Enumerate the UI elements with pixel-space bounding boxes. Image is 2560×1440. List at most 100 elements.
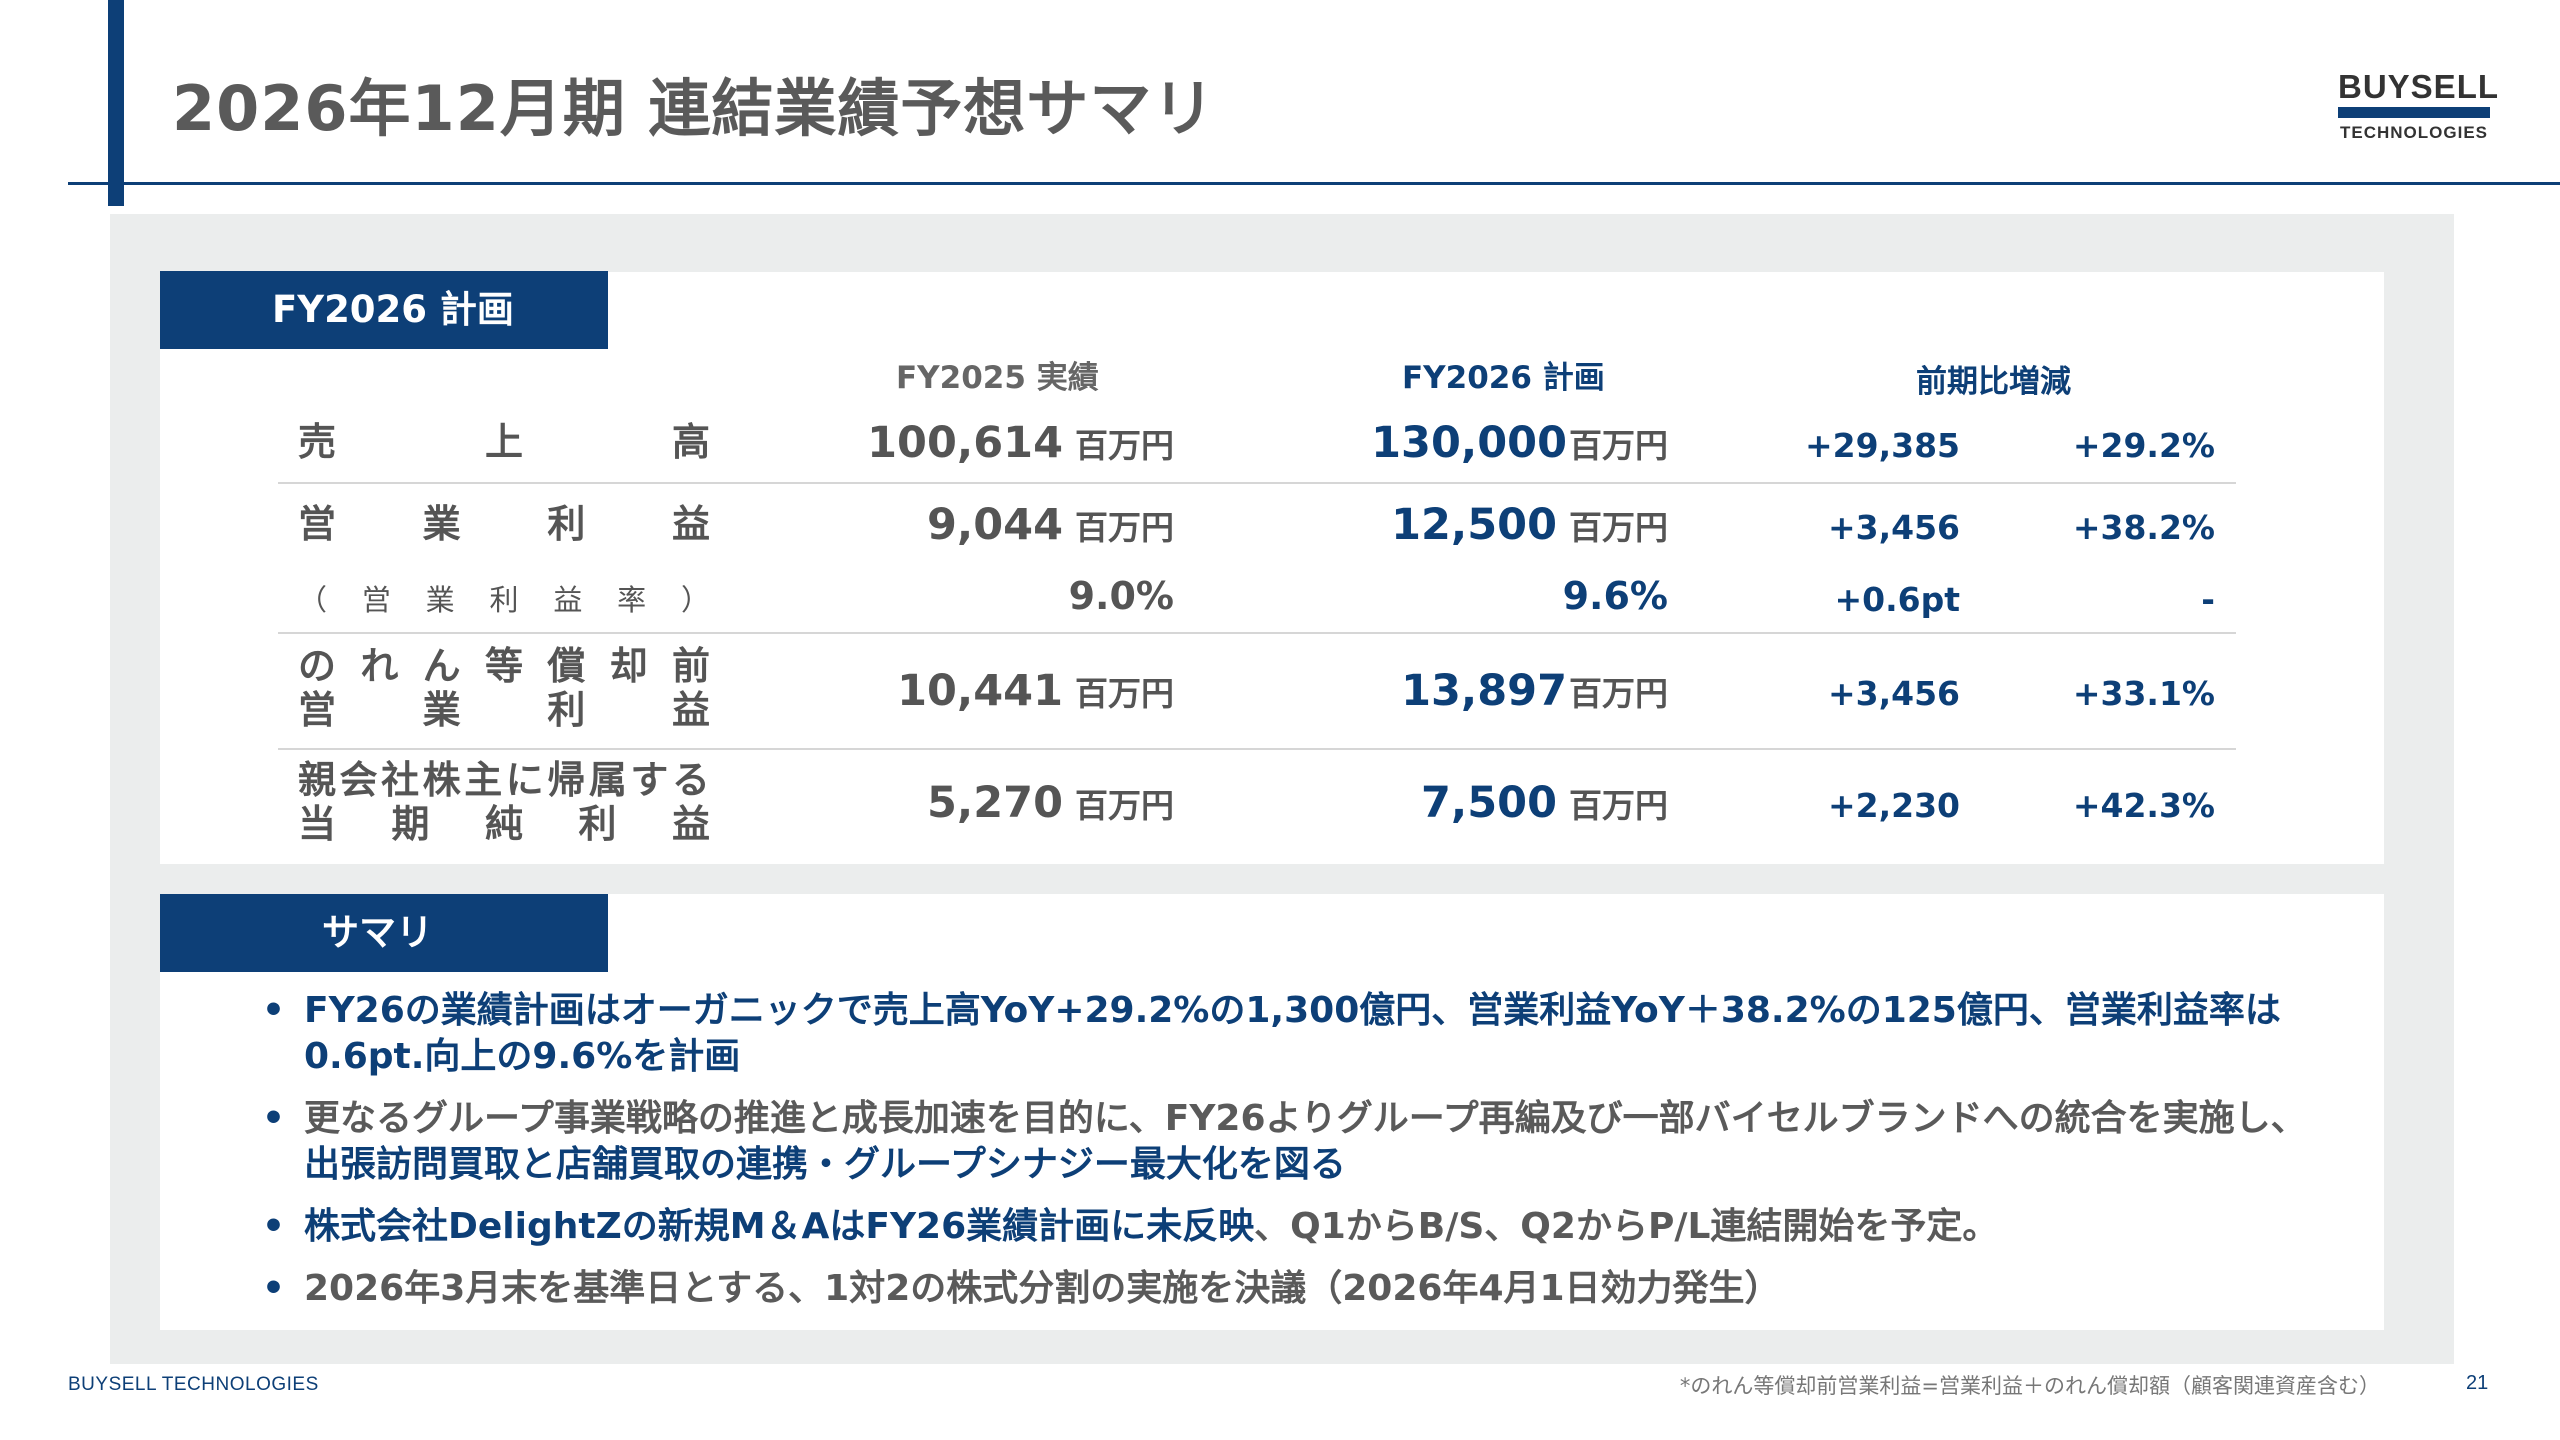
label-char: 益: [671, 688, 710, 732]
logo-text-bottom: TECHNOLOGIES: [2339, 123, 2488, 142]
logo-bar: [2338, 107, 2490, 118]
summary-bullet: • 更なるグループ事業戦略の推進と成長加速を目的に、FY26よりグループ再編及び一…: [262, 1096, 2322, 1188]
header-divider: [68, 182, 2560, 185]
summary-bullet: • 株式会社DelightZの新規M＆AはFY26業績計画に未反映、Q1からB/S…: [262, 1204, 2322, 1250]
page-number: 21: [2466, 1372, 2489, 1394]
label-line: 親会社株主に帰属する: [298, 758, 710, 802]
unit: 百万円: [1075, 426, 1174, 465]
value: 13,897: [1401, 666, 1567, 716]
label-char: 営: [361, 583, 391, 617]
label-char: 主: [464, 758, 503, 802]
label-char: る: [671, 758, 710, 802]
label-char: 利: [547, 502, 586, 546]
footer-company: BUYSELL TECHNOLOGIES: [68, 1374, 319, 1395]
unit: 百万円: [1569, 786, 1668, 825]
row-divider: [278, 632, 2236, 634]
unit: 百万円: [1569, 674, 1668, 713]
row-divider: [278, 748, 2236, 750]
sales-fy2025: 100,614 百万円: [867, 418, 1174, 468]
title-accent-bar: [108, 0, 124, 206]
net-income-fy2025: 5,270 百万円: [927, 778, 1174, 828]
summary-section-tab: サマリ: [160, 894, 608, 972]
page-title: 2026年12月期 連結業績予想サマリ: [172, 72, 1216, 145]
label-char: 益: [671, 502, 710, 546]
bullet-text-segment: 出張訪問買取と店舗買取の連携・グループシナジー最大化を図る: [304, 1144, 1346, 1185]
plan-section-tab: FY2026 計画: [160, 271, 608, 349]
pre-amortization-profit-fy2025: 10,441 百万円: [897, 666, 1174, 716]
value: 10,441: [897, 666, 1063, 716]
label-char: 会: [339, 758, 378, 802]
row-label-sales: 売上高: [298, 420, 710, 464]
label-char: 期: [391, 802, 430, 846]
column-header-change: 前期比増減: [1916, 364, 2071, 400]
bullet-text-segment: FY26の業績計画はオーガニックで売上高YoY+29.2%の1,300億円、営業…: [304, 990, 2281, 1077]
value: 7,500: [1420, 778, 1557, 828]
value: 9,044: [926, 500, 1063, 550]
label-char: 益: [671, 802, 710, 846]
label-char: 等: [484, 644, 523, 688]
bullet-dot: •: [262, 1206, 286, 1247]
label-char: す: [630, 758, 669, 802]
label-char: 償: [547, 644, 586, 688]
label-char: 営: [298, 688, 337, 732]
operating-margin-rate: -: [2201, 580, 2215, 619]
label-char: 属: [588, 758, 627, 802]
column-header-fy2026: FY2026 計画: [1402, 360, 1605, 396]
value: 9.0%: [1068, 574, 1174, 618]
label-char: 営: [298, 502, 337, 546]
label-line: 売上高: [298, 420, 710, 464]
label-char: ん: [422, 644, 461, 688]
sales-rate: +29.2%: [2072, 426, 2215, 465]
label-line: のれん等償却前: [298, 644, 710, 688]
summary-bullet: • 2026年3月末を基準日とする、1対2の株式分割の実施を決議（2026年4月1…: [262, 1266, 2322, 1312]
label-char: 売: [298, 420, 337, 464]
label-char: 益: [553, 583, 583, 617]
bullet-text-segment: 更なるグループ事業戦略の推進と成長加速を目的に、FY26よりグループ再編及び一部…: [304, 1098, 2307, 1139]
label-line: 当期純利益: [298, 802, 710, 846]
company-logo: BUYSELL TECHNOLOGIES: [2338, 68, 2500, 143]
label-char: （: [298, 583, 328, 617]
bullet-dot: •: [262, 990, 286, 1031]
operating-profit-diff: +3,456: [1827, 508, 1960, 547]
pre-amortization-profit-rate: +33.1%: [2072, 674, 2215, 713]
row-label-net-income: 親会社株主に帰属する 当 期 純 利 益: [298, 758, 710, 846]
operating-margin-fy2025: 9.0%: [1069, 574, 1174, 618]
operating-margin-fy2026: 9.6%: [1563, 574, 1668, 618]
label-char: の: [298, 644, 337, 688]
label-char: 前: [671, 644, 710, 688]
label-char: ）: [680, 583, 710, 617]
label-char: に: [505, 758, 544, 802]
label-char: 社: [381, 758, 420, 802]
value: 100,614: [867, 418, 1063, 468]
value: 5,270: [926, 778, 1063, 828]
bullet-text-segment: 株式会社DelightZの新規M＆AはFY26業績計画に未反映: [304, 1206, 1255, 1247]
column-header-fy2025: FY2025 実績: [896, 360, 1099, 396]
operating-profit-fy2025: 9,044 百万円: [927, 500, 1174, 550]
unit: 百万円: [1075, 786, 1174, 825]
label-char: 業: [422, 688, 461, 732]
label-char: れ: [360, 644, 399, 688]
value: 9.6%: [1562, 574, 1668, 618]
row-label-pre-amortization-profit: のれん等償却前 営 業 利 益: [298, 644, 710, 732]
label-char: 利: [547, 688, 586, 732]
operating-profit-fy2026: 12,500 百万円: [1391, 500, 1668, 550]
summary-list: • FY26の業績計画はオーガニックで売上高YoY+29.2%の1,300億円、営…: [262, 988, 2322, 1328]
label-char: 率: [617, 583, 647, 617]
label-char: 帰: [547, 758, 586, 802]
pre-amortization-profit-diff: +3,456: [1827, 674, 1960, 713]
value: 12,500: [1391, 500, 1557, 550]
label-char: 利: [489, 583, 519, 617]
logo-text-top: BUYSELL: [2338, 68, 2500, 105]
row-divider: [278, 482, 2236, 484]
label-char: 当: [298, 802, 337, 846]
row-label-operating-profit: 営業利益: [298, 502, 710, 546]
net-income-diff: +2,230: [1827, 786, 1960, 825]
unit: 百万円: [1569, 426, 1668, 465]
label-char: 株: [422, 758, 461, 802]
label-line: （ 営業利益率 ）: [298, 578, 710, 622]
label-line: 営業利益: [298, 502, 710, 546]
unit: 百万円: [1075, 674, 1174, 713]
label-char: 純: [484, 802, 523, 846]
label-char: 却: [609, 644, 648, 688]
sales-diff: +29,385: [1805, 426, 1960, 465]
